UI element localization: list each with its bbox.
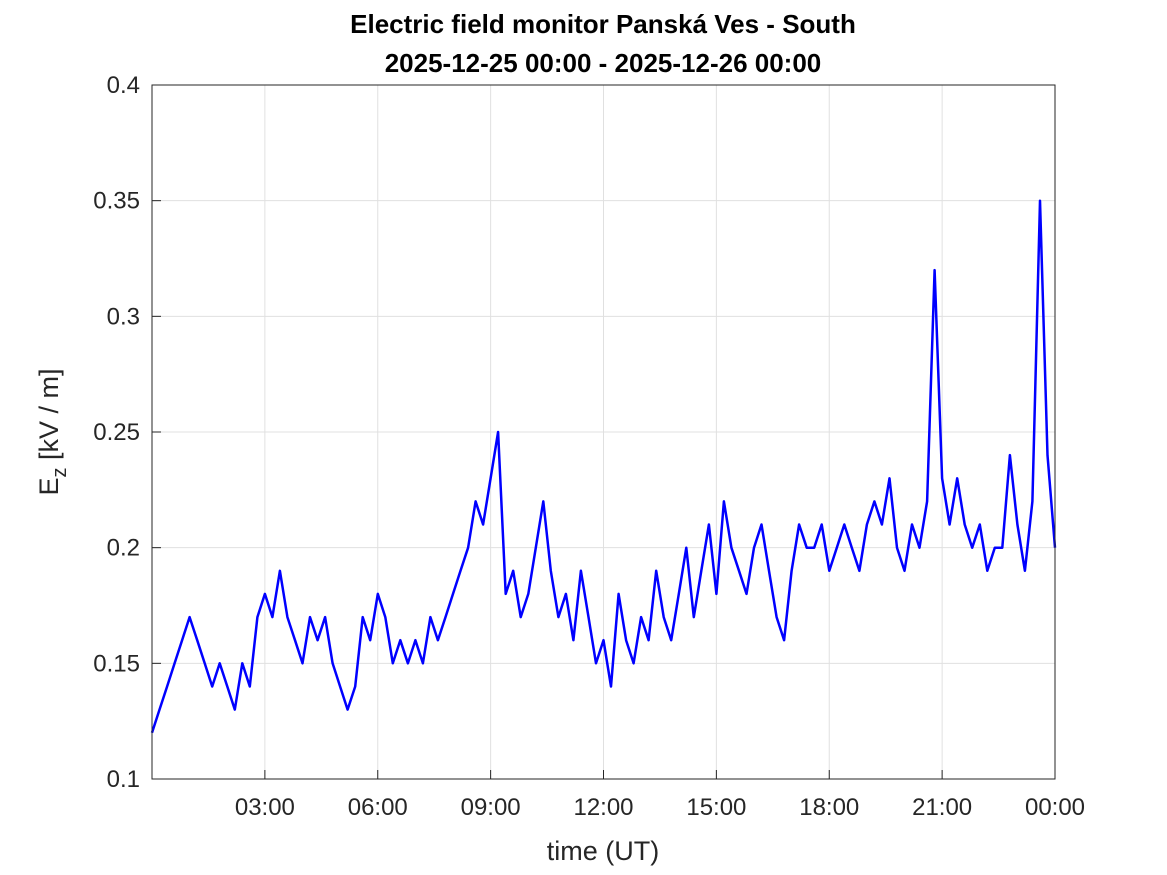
y-label-base: E <box>34 478 64 496</box>
x-tick-label: 18:00 <box>799 794 859 821</box>
x-tick-label: 03:00 <box>235 794 295 821</box>
chart-subtitle: 2025-12-25 00:00 - 2025-12-26 00:00 <box>385 48 822 78</box>
x-tick-label: 15:00 <box>686 794 746 821</box>
y-tick-label: 0.3 <box>107 303 140 330</box>
y-tick-label: 0.1 <box>107 766 140 793</box>
y-tick-label: 0.25 <box>93 419 140 446</box>
y-axis-label: Ez [kV / m] <box>34 368 71 495</box>
y-tick-label: 0.35 <box>93 188 140 215</box>
x-tick-label: 06:00 <box>348 794 408 821</box>
y-tick-label: 0.2 <box>107 535 140 562</box>
y-label-subscript: z <box>49 468 71 478</box>
x-axis-label: time (UT) <box>547 836 659 866</box>
x-tick-label: 12:00 <box>573 794 633 821</box>
x-tick-label: 21:00 <box>912 794 972 821</box>
y-label-unit: [kV / m] <box>34 368 64 467</box>
x-tick-label: 00:00 <box>1025 794 1085 821</box>
plot-frame <box>151 84 1056 780</box>
y-tick-label: 0.15 <box>93 650 140 677</box>
x-tick-label: 09:00 <box>461 794 521 821</box>
data-line <box>150 199 1057 734</box>
y-tick-label: 0.4 <box>107 72 140 99</box>
chart-title: Electric field monitor Panská Ves - Sout… <box>350 9 856 39</box>
